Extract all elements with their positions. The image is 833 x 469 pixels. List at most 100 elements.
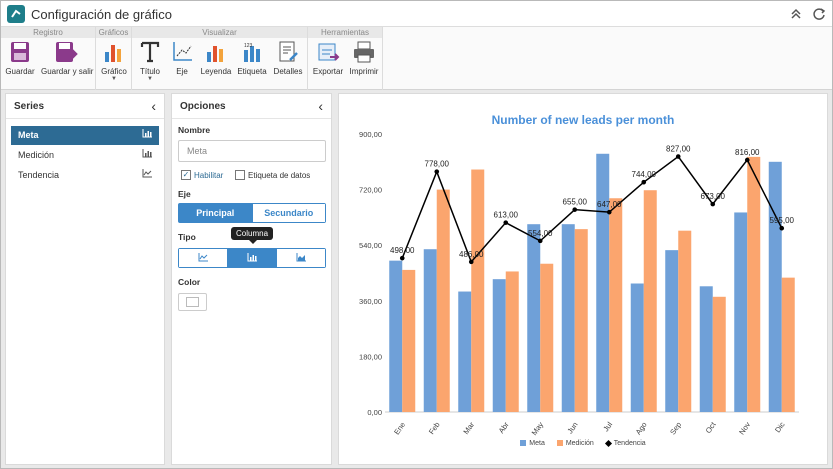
options-panel-title: Opciones [180, 101, 226, 112]
chart-panel: 0,00 180,00 360,00 540,00 720,00 900,00 Ene Feb… [338, 93, 828, 465]
name-input[interactable]: Meta [178, 140, 326, 162]
axis-label: Eje [176, 67, 188, 76]
ribbon-group-label: Herramientas [308, 27, 382, 38]
data-label: 673,00 [701, 192, 726, 201]
x-tick-label: Jul [601, 420, 614, 433]
export-button[interactable]: Exportar [312, 40, 344, 76]
chevron-down-icon: ▼ [147, 76, 153, 82]
type-segmented-control [178, 248, 326, 268]
x-tick-label: Abr [497, 420, 511, 435]
trend-point [744, 157, 750, 163]
series-panel-title: Series [14, 101, 45, 112]
svg-text:123: 123 [244, 43, 253, 49]
axis-principal-button[interactable]: Principal [179, 204, 252, 222]
title-button[interactable]: Título ▼ [136, 40, 164, 82]
data-label: 816,00 [735, 148, 760, 157]
label-button[interactable]: 123 Etiqueta [236, 40, 268, 76]
ribbon-group-label: Gráficos [96, 27, 131, 38]
bar-meta [596, 153, 610, 412]
chart-type-label: Gráfico [101, 67, 127, 76]
enable-checkbox[interactable]: ✓ [181, 170, 191, 180]
bar-medición [609, 198, 623, 412]
bar-medición [712, 296, 726, 412]
chevron-left-icon[interactable]: ‹ [318, 98, 323, 114]
trend-point [641, 179, 647, 185]
trend-point [537, 238, 543, 244]
collapse-icon[interactable] [788, 6, 804, 22]
save-button[interactable]: Guardar [5, 40, 35, 76]
save-and-exit-button[interactable]: Guardar y salir [41, 40, 93, 76]
print-button[interactable]: Imprimir [348, 40, 380, 76]
legend-item-meta[interactable]: Meta [520, 440, 545, 447]
column-chart-icon [142, 126, 152, 145]
refresh-icon[interactable] [811, 6, 827, 22]
series-item-tendencia[interactable]: Tendencia [11, 166, 159, 185]
trend-point [779, 225, 785, 231]
data-label: 655,00 [563, 198, 588, 207]
legend-label: Leyenda [200, 67, 232, 76]
bar-medición [471, 169, 485, 412]
x-tick-label: Mar [461, 420, 476, 436]
print-label: Imprimir [349, 67, 379, 76]
enable-label: Habilitar [194, 171, 224, 180]
bar-meta [492, 279, 506, 412]
legend-label: Tendencia [613, 440, 646, 447]
chart-type-icon [105, 45, 121, 62]
bar-meta [423, 249, 437, 412]
export-icon [318, 43, 340, 61]
bar-meta [458, 291, 472, 412]
save-exit-icon [56, 42, 78, 62]
color-picker[interactable] [178, 293, 207, 311]
ribbon-group-registro: Registro Guardar Guardar y salir [1, 27, 96, 90]
axis-secundario-button[interactable]: Secundario [251, 204, 325, 222]
legend-item-medicion[interactable]: Medición [556, 440, 594, 447]
series-item-medicion[interactable]: Medición [11, 146, 159, 165]
tooltip: Columna [231, 227, 274, 244]
ribbon-group-graficos: Gráficos Gráfico ▼ [96, 27, 132, 90]
legend-label: Medición [565, 440, 594, 447]
bar-meta [630, 283, 644, 412]
type-column-button[interactable] [227, 249, 276, 267]
chevron-left-icon[interactable]: ‹ [151, 98, 156, 114]
options-body: Nombre Meta ✓ Habilitar Etiqueta de dato… [172, 119, 331, 317]
export-label: Exportar [312, 67, 344, 76]
save-icon [11, 42, 29, 62]
options-panel-header: Opciones ‹ [172, 94, 331, 119]
bar-meta [665, 250, 679, 412]
data-label: 744,00 [632, 170, 657, 179]
series-item-label: Medición [18, 150, 55, 160]
chart-legend: Meta Medición Tendencia [339, 439, 827, 448]
label-label: Etiqueta [237, 67, 267, 76]
chart-type-button[interactable]: Gráfico ▼ [99, 40, 129, 82]
series-item-meta[interactable]: Meta [11, 126, 159, 145]
type-line-button[interactable] [179, 249, 227, 267]
details-button[interactable]: Detalles [272, 40, 304, 76]
title-icon [140, 41, 160, 63]
axis-button[interactable]: Eje [168, 40, 196, 76]
data-label: 778,00 [425, 160, 450, 169]
series-item-label: Meta [18, 130, 39, 140]
data-label: 647,00 [597, 200, 622, 209]
column-chart-icon [142, 146, 152, 165]
legend-icon [207, 46, 223, 62]
data-label-checkbox[interactable] [235, 170, 245, 180]
axis-label: Eje [178, 189, 191, 199]
bar-medición [781, 277, 795, 412]
ribbon-group-visualizar: Visualizar Título ▼ Eje Leyenda 123 Etiq… [132, 27, 308, 90]
x-tick-label: Ago [634, 420, 649, 436]
legend-button[interactable]: Leyenda [200, 40, 232, 76]
x-tick-label: Sep [668, 420, 683, 436]
legend-item-tendencia[interactable]: Tendencia [604, 439, 646, 448]
data-label: 595,00 [770, 216, 795, 225]
series-panel-header: Series ‹ [6, 94, 164, 119]
trend-point [572, 207, 578, 212]
ribbon-group-label: Registro [1, 27, 95, 38]
trend-point [606, 209, 612, 215]
type-area-button[interactable] [276, 249, 325, 267]
x-tick-label: Nov [737, 420, 752, 436]
legend-swatch [556, 440, 563, 446]
axis-icon [173, 42, 192, 61]
ribbon-group-herramientas: Herramientas Exportar Imprimir [308, 27, 383, 90]
label-icon: 123 [244, 43, 260, 62]
checkbox-row: ✓ Habilitar Etiqueta de datos [178, 169, 325, 183]
